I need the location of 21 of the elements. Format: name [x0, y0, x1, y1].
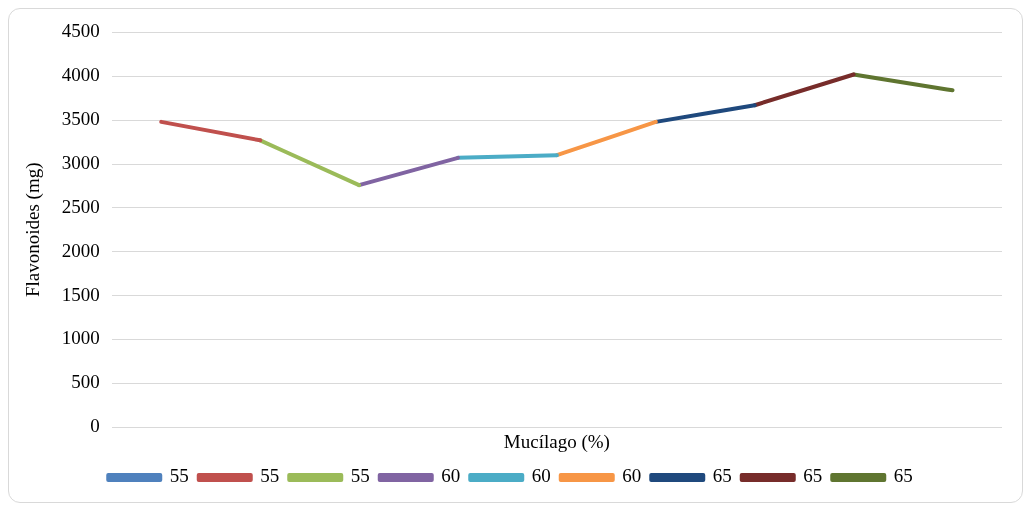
y-axis-title: Flavonoides (mg) — [22, 162, 45, 298]
x-axis-title: Mucílago (%) — [503, 430, 610, 453]
y-tick-label: 3500 — [61, 108, 100, 130]
legend-label: 60 — [622, 465, 642, 487]
legend-label: 60 — [531, 465, 551, 487]
legend-label: 65 — [803, 465, 823, 487]
y-tick-label: 2000 — [61, 239, 100, 261]
legend-label: 60 — [441, 465, 461, 487]
y-tick-label: 4000 — [61, 64, 100, 86]
y-tick-label: 1500 — [61, 283, 100, 305]
y-tick-label: 3000 — [61, 151, 100, 173]
y-tick-label: 1000 — [61, 327, 100, 349]
legend-label: 65 — [893, 465, 913, 487]
y-tick-label: 0 — [90, 415, 100, 437]
y-tick-label: 4500 — [61, 20, 100, 42]
y-tick-label: 2500 — [61, 195, 100, 217]
legend-label: 55 — [169, 465, 189, 487]
y-tick-label: 500 — [71, 371, 100, 393]
legend-label: 65 — [712, 465, 732, 487]
legend-label: 55 — [260, 465, 280, 487]
legend-label: 55 — [350, 465, 370, 487]
